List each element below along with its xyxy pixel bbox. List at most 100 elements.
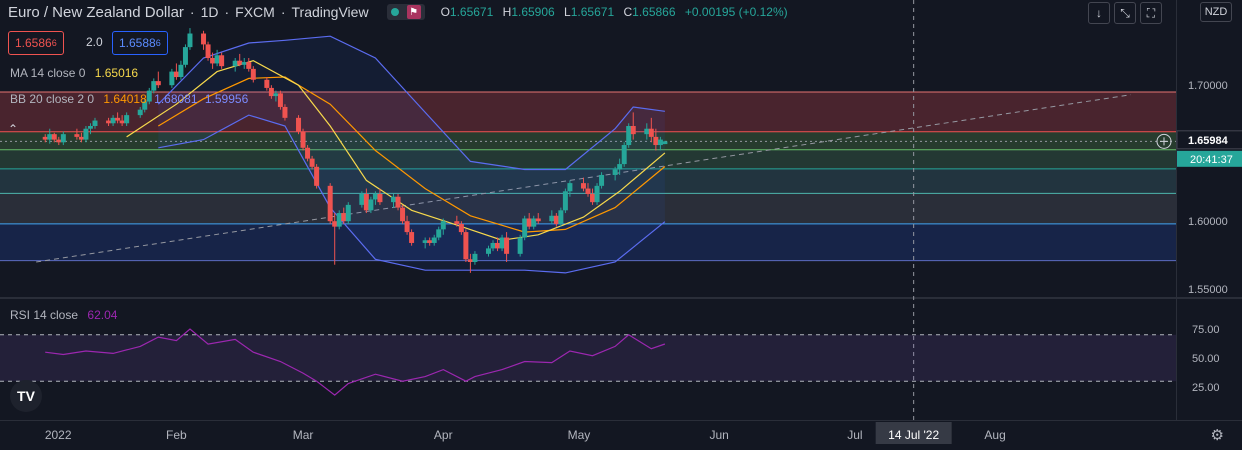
candle bbox=[454, 215, 460, 227]
candle-body bbox=[87, 126, 93, 129]
candle bbox=[250, 66, 256, 83]
tradingview-logo-icon[interactable]: TV bbox=[10, 380, 42, 412]
candle-body bbox=[169, 71, 175, 86]
sell-button[interactable]: 1.6586 6 bbox=[8, 31, 64, 55]
candle bbox=[336, 210, 342, 230]
interval-label[interactable]: 1D bbox=[200, 4, 219, 20]
candle-body bbox=[526, 218, 532, 227]
candle-body bbox=[617, 164, 623, 170]
candle bbox=[241, 58, 247, 69]
candle-body bbox=[499, 237, 505, 249]
candle bbox=[657, 136, 663, 151]
candle bbox=[237, 53, 243, 67]
time-axis[interactable]: 2022 Feb Mar Apr May Jun Jul Aug 14 Jul '22 bbox=[45, 422, 1006, 444]
candle-body bbox=[341, 213, 347, 222]
price-axis[interactable]: 1.70000 1.60000 1.55000 1.65984 20:41:37 75.0… bbox=[1176, 80, 1242, 394]
candle-body bbox=[626, 126, 632, 146]
candle bbox=[219, 52, 225, 69]
dot-sep: · bbox=[189, 4, 195, 20]
time-tick-label: Jun bbox=[709, 428, 728, 442]
candle bbox=[205, 41, 211, 61]
buy-button[interactable]: 1.6588 6 bbox=[112, 31, 168, 55]
bb-legend[interactable]: BB 20 close 2 0 1.64018 1.68081 1.59956 bbox=[10, 92, 249, 106]
candle-body bbox=[594, 185, 600, 203]
close-value: 1.65866 bbox=[632, 5, 676, 19]
candle bbox=[182, 44, 188, 68]
candle bbox=[232, 58, 238, 72]
collapse-legend-chevron-icon[interactable]: ⌃ bbox=[8, 122, 19, 136]
market-status-toggle[interactable]: ⚑ bbox=[386, 4, 425, 20]
candle bbox=[395, 194, 401, 211]
candle-body bbox=[522, 218, 528, 238]
rsi-legend[interactable]: RSI 14 close 62.04 bbox=[10, 308, 118, 322]
candle-body bbox=[345, 204, 351, 222]
rsi-pane bbox=[0, 328, 1176, 396]
time-tick-label: Mar bbox=[293, 428, 314, 442]
ma-value: 1.65016 bbox=[94, 66, 139, 80]
candle bbox=[653, 128, 659, 151]
candle bbox=[119, 115, 125, 126]
candle bbox=[558, 207, 564, 227]
rsi-line bbox=[45, 328, 666, 396]
candle bbox=[87, 123, 93, 135]
candle bbox=[553, 213, 559, 227]
candle bbox=[495, 237, 501, 252]
candle-body bbox=[549, 215, 555, 222]
candle-body bbox=[436, 229, 442, 238]
candle bbox=[51, 132, 57, 143]
fib-zone bbox=[0, 92, 1176, 132]
time-tick-label: Aug bbox=[984, 428, 1005, 442]
candle bbox=[599, 172, 605, 189]
candle bbox=[187, 28, 193, 50]
candle-body bbox=[155, 81, 161, 86]
collapse-icon[interactable]: ⤡ bbox=[1114, 2, 1136, 24]
candle bbox=[621, 142, 627, 167]
rsi-band bbox=[0, 334, 1176, 382]
candle bbox=[531, 215, 537, 230]
candle bbox=[490, 240, 496, 252]
ma-legend[interactable]: MA 14 close 0 1.65016 bbox=[10, 66, 139, 80]
candle bbox=[277, 90, 283, 110]
candle-body bbox=[621, 145, 627, 165]
candle bbox=[78, 132, 84, 143]
candle bbox=[549, 210, 555, 224]
ma-line bbox=[126, 60, 666, 241]
low-value: 1.65671 bbox=[570, 5, 615, 19]
candle-body bbox=[653, 136, 659, 146]
candle-body bbox=[305, 147, 311, 159]
candle bbox=[173, 63, 179, 80]
candle bbox=[391, 194, 397, 208]
flag-icon: ⚑ bbox=[406, 5, 421, 19]
candle-body bbox=[535, 218, 541, 222]
candle-body bbox=[42, 136, 48, 140]
symbol-name[interactable]: Euro / New Zealand Dollar bbox=[8, 3, 184, 21]
arrow-down-icon[interactable]: ↓ bbox=[1088, 2, 1110, 24]
pane-toolbar: ↓ ⤡ ⛶ bbox=[1088, 2, 1162, 24]
source-label: TradingView bbox=[291, 4, 369, 20]
candle-body bbox=[273, 93, 279, 97]
candle bbox=[517, 234, 523, 257]
candle bbox=[467, 253, 473, 273]
bb-lower-value: 1.59956 bbox=[204, 92, 249, 106]
gear-icon[interactable]: ⚙ bbox=[1210, 427, 1224, 444]
candle bbox=[124, 112, 130, 126]
candle-body bbox=[246, 62, 252, 69]
candle-body bbox=[201, 33, 207, 45]
fibonacci-retracement[interactable] bbox=[0, 91, 1176, 262]
candle bbox=[300, 128, 306, 151]
fullscreen-icon[interactable]: ⛶ bbox=[1140, 2, 1162, 24]
candle-body bbox=[644, 128, 650, 135]
currency-selector[interactable]: NZD bbox=[1200, 2, 1232, 22]
candle-body bbox=[580, 183, 586, 189]
candle-body bbox=[458, 223, 464, 233]
market-open-dot-icon bbox=[390, 8, 399, 16]
add-alert-icon bbox=[1156, 133, 1172, 149]
crosshair-date-label: 14 Jul '22 bbox=[888, 428, 939, 442]
candle bbox=[626, 123, 632, 148]
candle-body bbox=[630, 126, 636, 135]
candle-body bbox=[332, 221, 338, 227]
candle-body bbox=[531, 218, 537, 227]
open-value: 1.65671 bbox=[449, 5, 494, 19]
candle-body bbox=[56, 139, 62, 143]
